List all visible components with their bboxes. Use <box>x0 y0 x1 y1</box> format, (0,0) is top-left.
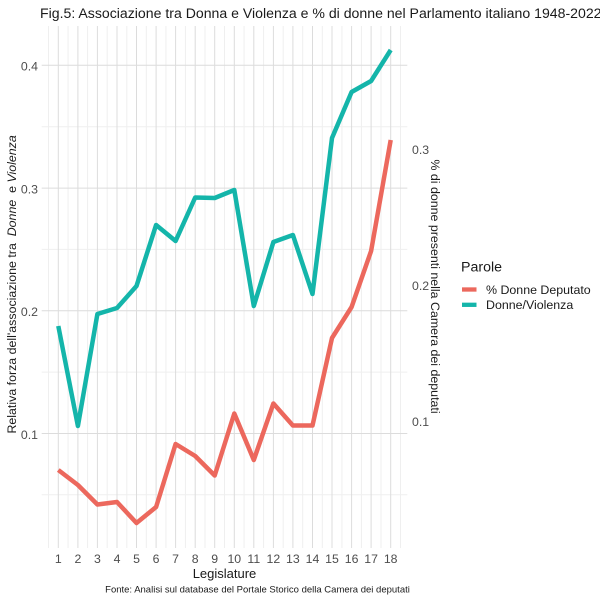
svg-text:Fig.5: Associazione tra Donna: Fig.5: Associazione tra Donna e Violenza… <box>40 5 600 21</box>
svg-text:% di donne presenti nella Came: % di donne presenti nella Camera dei dep… <box>428 159 442 413</box>
svg-text:% Donne Deputato: % Donne Deputato <box>486 283 591 297</box>
svg-text:2: 2 <box>74 552 81 566</box>
svg-text:9: 9 <box>211 552 218 566</box>
svg-text:0.2: 0.2 <box>412 279 429 293</box>
svg-text:6: 6 <box>153 552 160 566</box>
svg-text:1: 1 <box>55 552 62 566</box>
svg-text:8: 8 <box>192 552 199 566</box>
svg-text:3: 3 <box>94 552 101 566</box>
svg-text:5: 5 <box>133 552 140 566</box>
svg-text:12: 12 <box>267 552 281 566</box>
svg-text:15: 15 <box>325 552 339 566</box>
svg-text:0.3: 0.3 <box>21 182 38 196</box>
svg-text:0.4: 0.4 <box>21 60 38 74</box>
svg-text:18: 18 <box>384 552 398 566</box>
svg-text:17: 17 <box>364 552 378 566</box>
svg-text:Fonte: Analisi sul database de: Fonte: Analisi sul database del Portale … <box>105 584 410 595</box>
svg-text:0.1: 0.1 <box>21 428 38 442</box>
svg-text:Parole: Parole <box>461 260 502 276</box>
svg-text:Legislature: Legislature <box>193 566 257 581</box>
svg-text:14: 14 <box>306 552 320 566</box>
svg-text:10: 10 <box>227 552 241 566</box>
svg-text:4: 4 <box>114 552 121 566</box>
svg-text:11: 11 <box>247 552 260 566</box>
svg-text:16: 16 <box>345 552 359 566</box>
svg-text:Relativa forza dell'associazio: Relativa forza dell'associazione tra Don… <box>5 135 19 433</box>
svg-text:0.1: 0.1 <box>412 415 429 429</box>
svg-text:0.3: 0.3 <box>412 143 429 157</box>
svg-text:13: 13 <box>286 552 300 566</box>
svg-text:7: 7 <box>172 552 179 566</box>
svg-text:0.2: 0.2 <box>21 305 38 319</box>
svg-text:Donne/Violenza: Donne/Violenza <box>486 298 573 312</box>
